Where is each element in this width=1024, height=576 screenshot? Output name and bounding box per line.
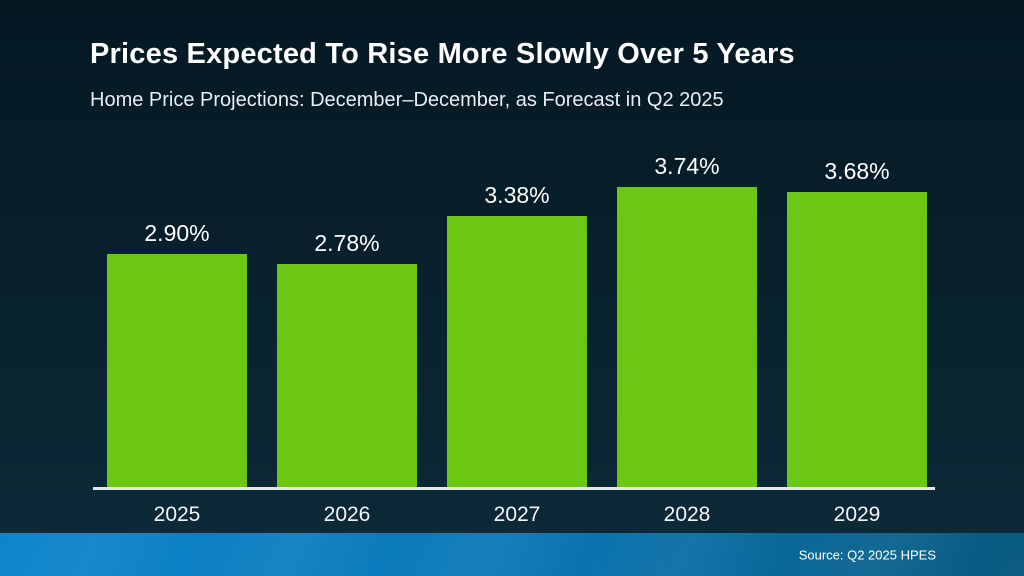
x-axis-label: 2025 (153, 503, 201, 526)
bar (787, 192, 927, 487)
x-axis-label: 2028 (663, 503, 711, 526)
bar (617, 187, 757, 487)
bar (447, 216, 587, 487)
bar-value-label: 3.38% (484, 182, 550, 208)
chart-header: Prices Expected To Rise More Slowly Over… (90, 38, 795, 112)
plot-area: 2.90% 2.78% 3.38% 3.74% 3.68% (93, 138, 935, 490)
bar-chart: 2.90% 2.78% 3.38% 3.74% 3.68% 2025 2026 2027 20… (93, 138, 935, 527)
bar-value-label: 2.78% (314, 230, 380, 256)
bar-column: 3.68% (787, 158, 927, 487)
bar (107, 254, 247, 487)
footer-gradient-sheen (0, 533, 1024, 576)
x-axis-labels: 2025 2026 2027 2028 2029 (93, 503, 935, 527)
bar (277, 264, 417, 487)
x-axis-label: 2029 (833, 503, 881, 526)
source-attribution: Source: Q2 2025 HPES (798, 547, 936, 562)
bar-column: 2.90% (107, 220, 247, 487)
x-axis-label: 2026 (323, 503, 371, 526)
chart-subtitle: Home Price Projections: December–Decembe… (90, 89, 724, 111)
footer-bar: Source: Q2 2025 HPES (0, 533, 1024, 576)
x-axis-label: 2027 (493, 503, 541, 526)
bar-column: 2.78% (277, 230, 417, 487)
bar-value-label: 3.74% (654, 153, 720, 179)
bar-value-label: 2.90% (144, 220, 210, 246)
bar-value-label: 3.68% (824, 158, 890, 184)
bar-column: 3.74% (617, 153, 757, 487)
chart-title: Prices Expected To Rise More Slowly Over… (90, 38, 795, 70)
bar-column: 3.38% (447, 182, 587, 487)
